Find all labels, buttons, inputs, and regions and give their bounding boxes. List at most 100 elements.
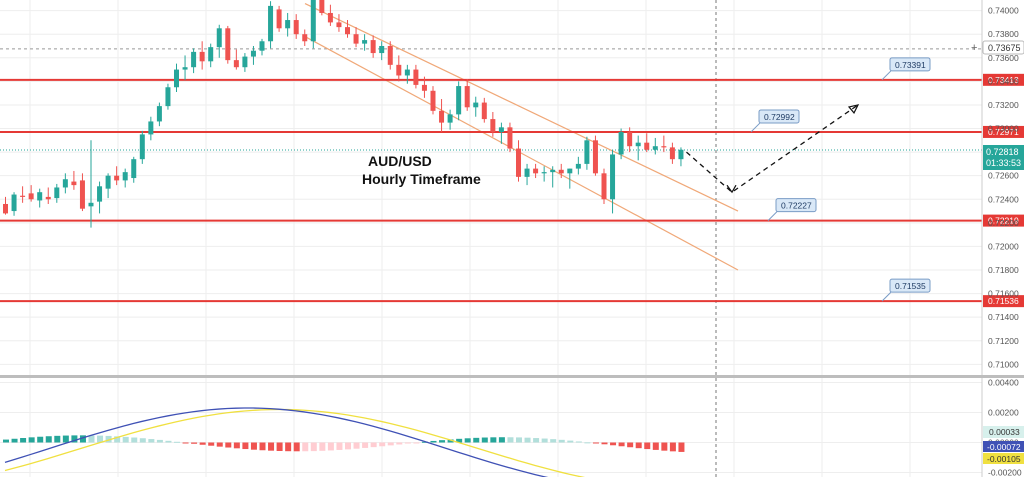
candle-body: [413, 69, 419, 85]
macd-histogram-bar: [199, 442, 206, 445]
price-tick-label: 0.72000: [988, 241, 1019, 251]
macd-histogram-bar: [3, 439, 9, 443]
candle-body: [225, 28, 231, 61]
candle-body: [165, 87, 171, 107]
candle-body: [310, 0, 316, 42]
macd-histogram-bar: [45, 436, 52, 443]
macd-histogram-bar: [541, 438, 548, 443]
macd-histogram-bar: [396, 442, 403, 445]
macd-histogram-bar: [387, 442, 394, 446]
callout-pointer: [881, 69, 893, 81]
macd-histogram-bar: [592, 442, 599, 444]
macd-value-tags: 0.00033 -0.00072 -0.00105: [983, 426, 1024, 464]
price-tick-label: 0.71800: [988, 265, 1019, 275]
macd-histogram-bar: [635, 442, 642, 449]
macd-histogram-bar: [11, 438, 18, 443]
level-price-tag: [983, 295, 1024, 308]
macd-histogram-bar: [627, 442, 634, 448]
macd-histogram-bar: [533, 438, 540, 443]
candle-body: [370, 40, 376, 54]
candle-body: [71, 181, 77, 186]
macd-histogram-bar: [652, 442, 659, 450]
macd-histogram-bar: [20, 438, 27, 443]
candle-body: [156, 106, 162, 122]
forecast-arrowhead-icon: [847, 104, 860, 115]
macd-histogram-bar: [516, 437, 522, 443]
price-callout-box: [889, 57, 931, 72]
candle-body: [550, 169, 556, 173]
macd-histogram-bar: [413, 442, 420, 444]
candle-body: [62, 179, 68, 188]
forecast-turn-arrowhead-icon: [726, 184, 737, 194]
macd-histogram-bar: [490, 437, 497, 443]
macd-histogram-bar: [139, 438, 146, 443]
candle-body: [208, 47, 214, 62]
channel-upper-line: [304, 2, 739, 212]
level-price-tag-label: 0.72219: [988, 216, 1019, 226]
price-tick-label: 0.71200: [988, 336, 1019, 346]
candle-body: [387, 45, 393, 65]
candle-body: [20, 195, 26, 197]
macd-histogram-bar: [456, 438, 463, 443]
price-callout-box: [758, 109, 800, 124]
candle-body: [105, 175, 111, 189]
candle-body: [345, 27, 350, 35]
macd-histogram-bar: [268, 442, 275, 451]
macd-histogram-bar: [567, 440, 574, 443]
candle-body: [148, 121, 154, 135]
candle-body: [533, 168, 539, 174]
macd-tick-label: -0.00200: [988, 468, 1022, 478]
hover-price-label: 0.73675: [988, 43, 1021, 53]
candle-body: [276, 9, 282, 29]
macd-histogram-bar: [191, 442, 198, 444]
crosshair-icon: +: [971, 42, 977, 54]
candle-body: [610, 154, 616, 200]
candle-body: [652, 146, 658, 150]
macd-histogram-bar: [678, 442, 685, 452]
price-tick-label: 0.73600: [988, 53, 1019, 63]
candle-body: [473, 102, 479, 108]
candle-body: [627, 132, 633, 147]
macd-signal-line: [4, 408, 614, 482]
price-tick-label: 0.72200: [988, 218, 1019, 228]
candle-body: [139, 134, 145, 160]
macd-histogram-bar: [310, 442, 317, 452]
level-price-tag: [983, 214, 1024, 227]
macd-histogram-bar: [327, 442, 334, 451]
candle-body: [319, 0, 325, 13]
candle-body: [601, 173, 607, 200]
candle-body: [541, 172, 547, 174]
macd-histogram-bar: [105, 435, 112, 443]
candle-body: [122, 172, 128, 181]
macd-histogram-bar: [37, 436, 44, 443]
macd-histogram-bar: [319, 442, 326, 451]
candle-body: [421, 84, 427, 91]
candle-body: [191, 51, 197, 68]
level-price-tag-label: 0.73413: [988, 75, 1019, 85]
forecast-path: [686, 104, 859, 194]
candle-body: [293, 20, 299, 35]
macd-histogram-bar: [250, 442, 257, 450]
candle-body: [199, 51, 205, 62]
macd-histogram-bar: [669, 442, 676, 452]
macd-histogram-bar: [644, 442, 651, 450]
macd-histogram-bar: [353, 442, 360, 449]
price-callout-label: 0.73391: [895, 60, 926, 70]
macd-histogram-bar: [88, 435, 95, 443]
macd-histogram-bar: [550, 439, 557, 443]
macd-histogram-bar: [79, 435, 86, 443]
macd-histogram-bar: [601, 442, 608, 445]
candle-body: [618, 132, 624, 155]
candle-body: [268, 5, 274, 42]
macd-histogram-bar: [259, 442, 266, 451]
candle-body: [3, 203, 8, 214]
macd-histogram-bar: [122, 436, 129, 443]
channel-lower-line: [304, 36, 739, 271]
candle-body: [353, 34, 359, 44]
macd-histogram-bar: [165, 440, 172, 443]
candle-body: [97, 186, 103, 202]
signal-value-label: -0.00072: [987, 442, 1021, 452]
macd-histogram-bar: [524, 437, 531, 443]
candle-body: [174, 69, 179, 88]
candle-body: [644, 142, 650, 150]
